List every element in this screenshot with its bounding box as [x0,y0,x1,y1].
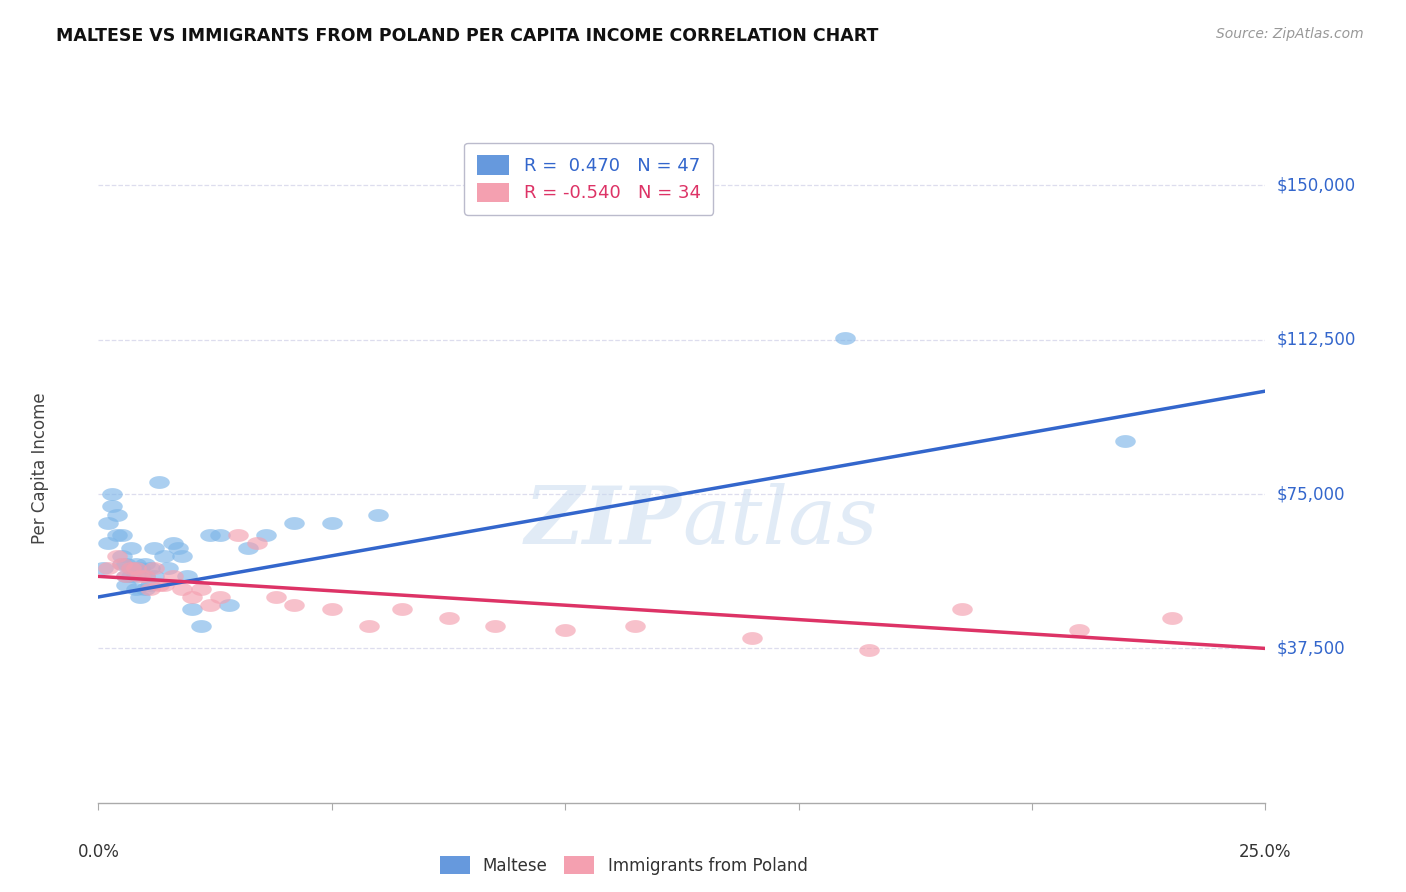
Point [391,602,413,616]
Point [283,598,305,612]
Point [264,590,287,604]
Point [125,582,148,596]
Point [484,619,506,633]
Text: $150,000: $150,000 [1277,177,1355,194]
Point [157,561,180,575]
Point [437,610,460,624]
Point [200,528,222,542]
Point [105,528,128,542]
Text: atlas: atlas [682,483,877,560]
Point [134,557,156,571]
Point [172,549,194,563]
Point [120,561,142,575]
Text: $37,500: $37,500 [1277,640,1346,657]
Point [115,557,138,571]
Point [200,598,222,612]
Point [162,569,184,583]
Point [101,500,124,514]
Point [115,569,138,583]
Point [115,577,138,591]
Point [115,569,138,583]
Point [134,582,156,596]
Point [111,557,134,571]
Point [256,528,278,542]
Text: Source: ZipAtlas.com: Source: ZipAtlas.com [1216,27,1364,41]
Point [228,528,250,542]
Legend: Maltese, Immigrants from Poland: Maltese, Immigrants from Poland [433,849,814,881]
Text: $75,000: $75,000 [1277,485,1346,503]
Point [152,577,174,591]
Text: $112,500: $112,500 [1277,331,1355,349]
Text: 0.0%: 0.0% [77,843,120,861]
Point [1114,434,1136,448]
Point [321,602,343,616]
Point [111,549,134,563]
Point [148,577,170,591]
Text: MALTESE VS IMMIGRANTS FROM POLAND PER CAPITA INCOME CORRELATION CHART: MALTESE VS IMMIGRANTS FROM POLAND PER CA… [56,27,879,45]
Text: 25.0%: 25.0% [1239,843,1292,861]
Point [148,475,170,489]
Point [105,549,128,563]
Point [1067,623,1090,637]
Point [218,598,240,612]
Point [180,590,202,604]
Point [97,516,120,530]
Point [129,590,152,604]
Point [125,557,148,571]
Point [208,590,231,604]
Point [105,508,128,522]
Point [834,330,856,344]
Point [367,508,389,522]
Point [172,582,194,596]
Point [166,541,188,555]
Point [97,536,120,550]
Point [162,536,184,550]
Point [208,528,231,542]
Point [139,577,162,591]
Point [143,569,166,583]
Point [190,619,212,633]
Point [1161,610,1184,624]
Point [950,602,973,616]
Point [125,561,148,575]
Point [101,487,124,501]
Point [129,561,152,575]
Point [858,643,880,657]
Point [97,561,120,575]
Point [120,541,142,555]
Point [143,561,166,575]
Point [176,569,198,583]
Point [91,561,114,575]
Point [120,561,142,575]
Point [152,549,174,563]
Point [143,541,166,555]
Point [134,569,156,583]
Point [129,569,152,583]
Point [139,561,162,575]
Point [180,602,202,616]
Point [321,516,343,530]
Point [624,619,647,633]
Point [741,631,763,645]
Point [236,541,259,555]
Point [283,516,305,530]
Point [111,528,134,542]
Point [190,582,212,596]
Point [125,569,148,583]
Point [134,569,156,583]
Point [139,582,162,596]
Point [359,619,381,633]
Point [120,569,142,583]
Point [246,536,269,550]
Point [554,623,576,637]
Text: ZIP: ZIP [524,483,682,560]
Point [111,557,134,571]
Text: Per Capita Income: Per Capita Income [31,392,49,544]
